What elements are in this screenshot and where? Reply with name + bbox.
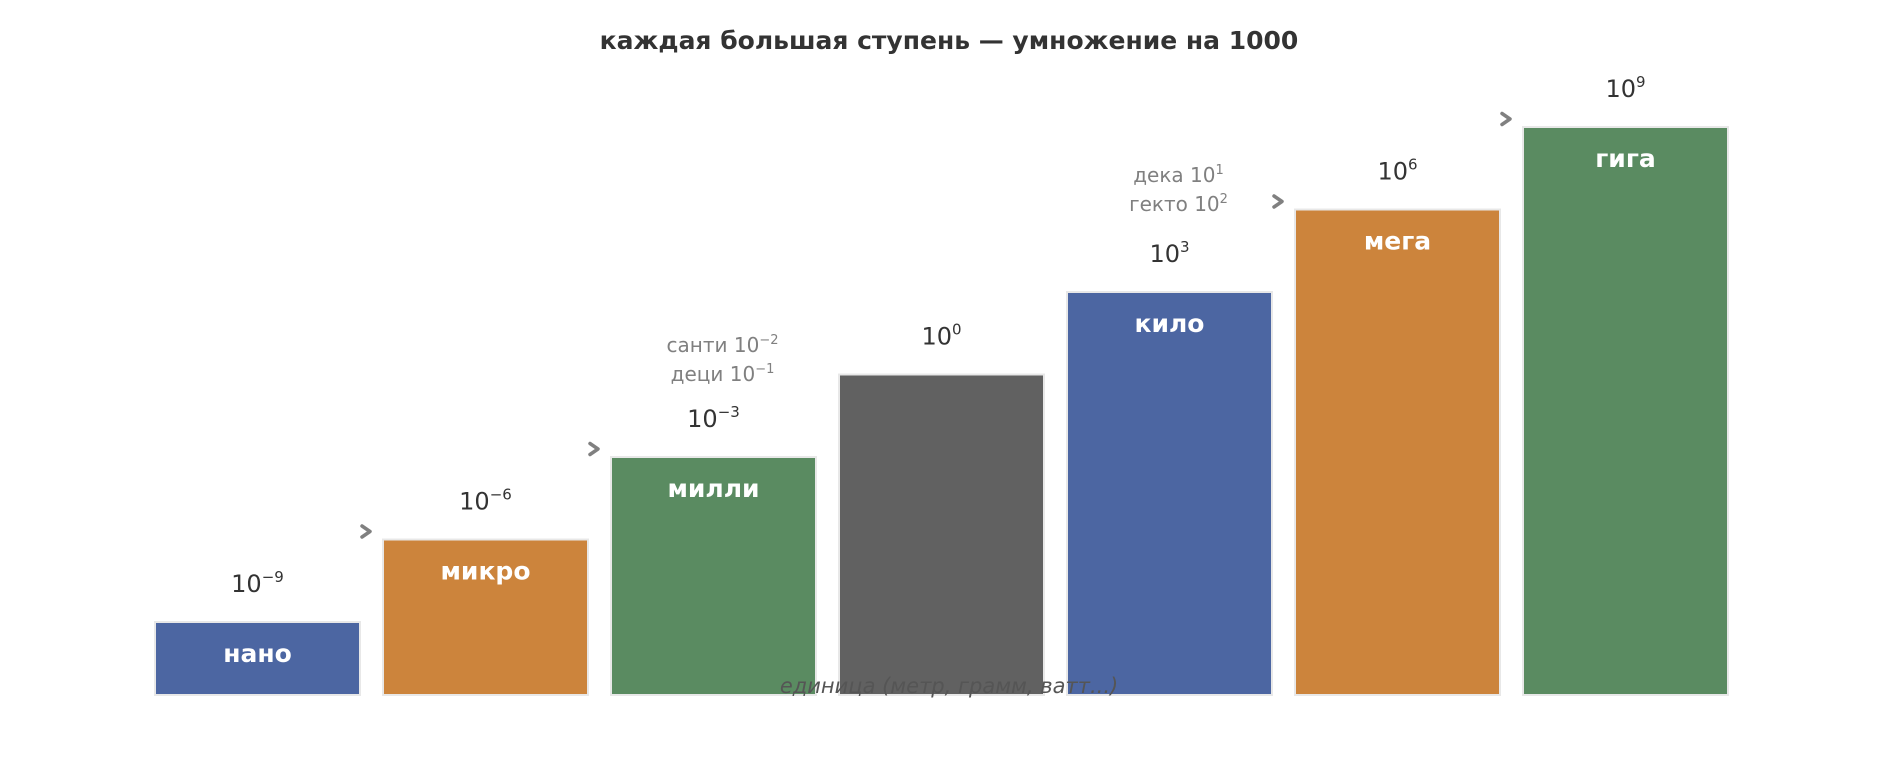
bar-name-1: микро bbox=[441, 557, 531, 586]
exponent-power: −6 bbox=[490, 486, 512, 504]
bar-3 bbox=[838, 373, 1045, 696]
exponent-power: 9 bbox=[1636, 73, 1646, 91]
exponent-label-6: 109 bbox=[1605, 73, 1645, 103]
chart-title: каждая большая ступень — умножение на 10… bbox=[600, 26, 1299, 55]
bar-0 bbox=[154, 621, 361, 696]
exponent-power: 0 bbox=[952, 321, 962, 339]
exponent-base: 10 bbox=[459, 488, 490, 516]
exponent-label-3: 100 bbox=[921, 321, 961, 351]
exponent-base: 10 bbox=[687, 405, 718, 433]
exponent-label-4: 103 bbox=[1149, 238, 1189, 268]
annotation-1-line-0: дека 101 bbox=[1133, 163, 1224, 187]
exponent-base: 10 bbox=[921, 323, 952, 351]
bar-5 bbox=[1294, 208, 1501, 696]
exponent-power: 3 bbox=[1180, 238, 1190, 256]
step-arrow-5 bbox=[1272, 194, 1284, 209]
exponent-power: 6 bbox=[1408, 156, 1418, 174]
exponent-label-5: 106 bbox=[1377, 156, 1417, 186]
bar-2 bbox=[610, 456, 817, 696]
bar-name-4: кило bbox=[1135, 309, 1205, 338]
annotations-group: санти 10−2 деци 10−1 дека 101 гекто 102 bbox=[667, 163, 1228, 386]
bar-6 bbox=[1522, 126, 1729, 696]
step-arrow-6 bbox=[1500, 111, 1512, 127]
bar-name-0: нано bbox=[223, 639, 292, 668]
exponent-power: −3 bbox=[718, 403, 740, 421]
exponent-base: 10 bbox=[231, 570, 262, 598]
labels-group: 10−9нано10−6микро10−3милли100103кило106м… bbox=[223, 73, 1656, 668]
step-arrow-2 bbox=[588, 441, 600, 457]
bar-name-6: гига bbox=[1595, 144, 1656, 173]
x-axis-label: единица (метр, грамм, ватт...) bbox=[780, 674, 1118, 698]
bar-name-2: милли bbox=[667, 474, 759, 503]
exponent-power: −9 bbox=[262, 568, 284, 586]
bar-name-5: мега bbox=[1364, 227, 1431, 256]
bars-group bbox=[154, 126, 1729, 696]
exponent-label-0: 10−9 bbox=[231, 568, 284, 598]
exponent-label-1: 10−6 bbox=[459, 486, 512, 516]
exponent-base: 10 bbox=[1377, 158, 1408, 186]
annotation-1-line-1: гекто 102 bbox=[1129, 192, 1228, 216]
exponent-label-2: 10−3 bbox=[687, 403, 740, 433]
exponent-base: 10 bbox=[1149, 240, 1180, 268]
bar-1 bbox=[382, 538, 589, 696]
exponent-base: 10 bbox=[1605, 75, 1636, 103]
bar-4 bbox=[1066, 291, 1273, 696]
step-arrow-1 bbox=[360, 524, 372, 539]
annotation-0-line-0: санти 10−2 bbox=[667, 333, 779, 357]
annotation-0-line-1: деци 10−1 bbox=[671, 362, 775, 386]
arrows-group bbox=[360, 111, 1512, 539]
